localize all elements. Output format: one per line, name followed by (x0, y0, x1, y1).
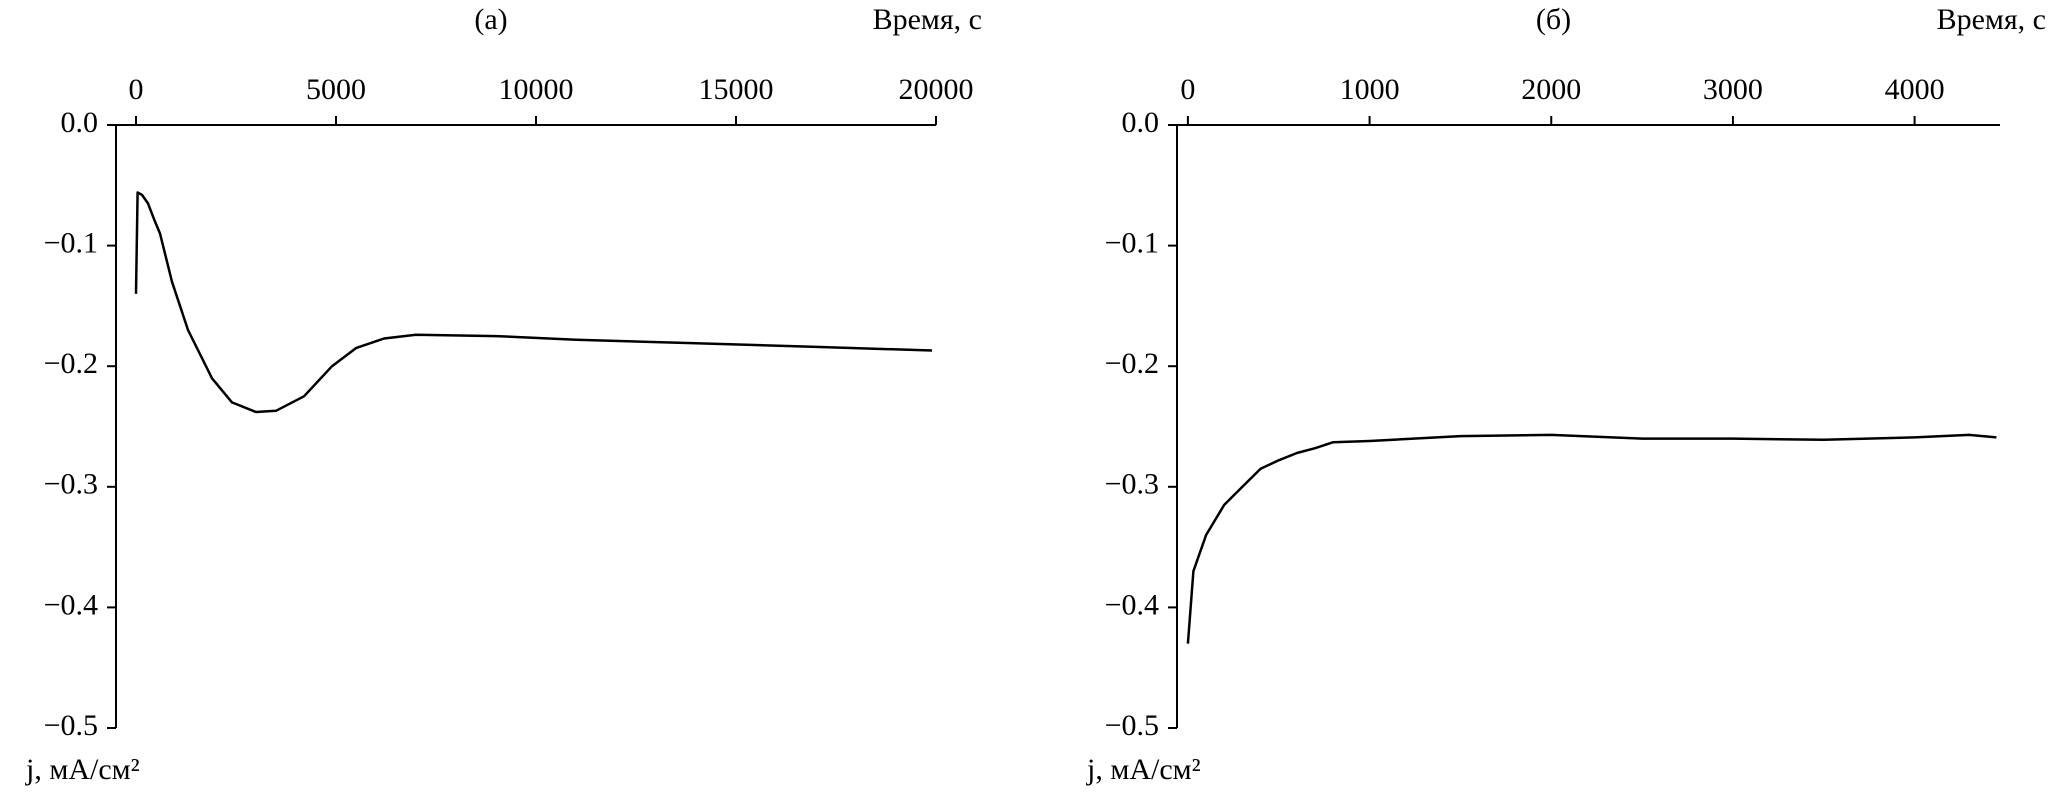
y-axis-label: j, мА/см² (25, 753, 140, 786)
panel-title: (а) (474, 3, 507, 36)
y-tick-label: −0.4 (1105, 588, 1159, 621)
x-tick-label: 20000 (899, 73, 974, 106)
x-tick-label: 10000 (499, 73, 574, 106)
data-line (134, 191, 933, 414)
y-tick-label: −0.5 (44, 709, 98, 742)
y-tick-label: −0.4 (44, 588, 98, 621)
x-tick-label: 1000 (1340, 73, 1400, 106)
y-axis-label: j, мА/см² (1086, 753, 1201, 786)
data-line (1186, 433, 1997, 644)
x-tick-label: 5000 (306, 73, 366, 106)
x-axis-label: Время, с (873, 3, 982, 36)
y-tick-label: 0.0 (61, 106, 99, 139)
x-tick-label: 4000 (1885, 73, 1945, 106)
y-tick-label: −0.3 (1105, 468, 1159, 501)
y-tick-label: −0.5 (1105, 709, 1159, 742)
x-tick-label: 0 (129, 73, 144, 106)
y-tick-label: −0.1 (44, 226, 98, 259)
y-tick-label: −0.2 (1105, 347, 1159, 380)
y-tick-label: −0.2 (44, 347, 98, 380)
y-tick-label: −0.3 (44, 468, 98, 501)
x-tick-label: 2000 (1521, 73, 1581, 106)
x-axis-label: Время, с (1937, 3, 2046, 36)
x-tick-label: 0 (1180, 73, 1195, 106)
y-tick-label: 0.0 (1122, 106, 1160, 139)
panel-title: (б) (1536, 3, 1571, 36)
x-tick-label: 15000 (699, 73, 774, 106)
y-tick-label: −0.1 (1105, 226, 1159, 259)
x-tick-label: 3000 (1703, 73, 1763, 106)
